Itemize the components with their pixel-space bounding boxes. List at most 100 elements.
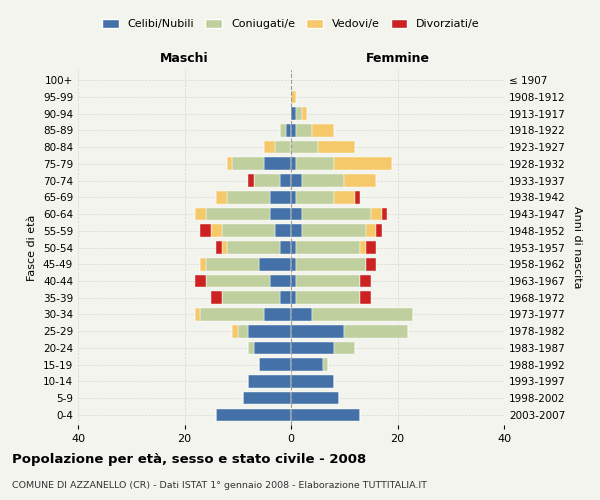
Bar bbox=[296, 274, 360, 287]
Bar bbox=[270, 191, 291, 203]
Bar bbox=[334, 342, 355, 354]
Bar bbox=[376, 224, 382, 237]
Bar bbox=[302, 224, 365, 237]
Bar bbox=[291, 358, 323, 371]
Bar bbox=[296, 241, 360, 254]
Bar bbox=[360, 241, 365, 254]
Bar bbox=[227, 191, 270, 203]
Bar bbox=[344, 325, 408, 338]
Bar bbox=[227, 241, 280, 254]
Bar bbox=[317, 140, 355, 153]
Bar bbox=[280, 292, 291, 304]
Bar bbox=[291, 408, 360, 421]
Bar bbox=[291, 392, 339, 404]
Bar bbox=[291, 174, 302, 187]
Bar bbox=[248, 342, 254, 354]
Bar bbox=[254, 174, 280, 187]
Bar bbox=[296, 258, 365, 270]
Bar bbox=[217, 408, 291, 421]
Bar bbox=[270, 274, 291, 287]
Bar bbox=[291, 375, 334, 388]
Bar bbox=[302, 174, 344, 187]
Bar bbox=[222, 224, 275, 237]
Bar bbox=[291, 258, 296, 270]
Bar bbox=[296, 191, 334, 203]
Legend: Celibi/Nubili, Coniugati/e, Vedovi/e, Divorziati/e: Celibi/Nubili, Coniugati/e, Vedovi/e, Di… bbox=[99, 15, 483, 32]
Bar bbox=[195, 308, 200, 321]
Bar bbox=[206, 274, 270, 287]
Bar bbox=[302, 208, 371, 220]
Text: Popolazione per età, sesso e stato civile - 2008: Popolazione per età, sesso e stato civil… bbox=[12, 452, 366, 466]
Bar bbox=[275, 224, 291, 237]
Bar bbox=[291, 292, 296, 304]
Bar bbox=[365, 241, 376, 254]
Bar bbox=[360, 292, 371, 304]
Bar bbox=[291, 274, 296, 287]
Bar bbox=[275, 140, 291, 153]
Bar bbox=[243, 392, 291, 404]
Bar bbox=[291, 342, 334, 354]
Bar bbox=[334, 191, 355, 203]
Bar bbox=[270, 208, 291, 220]
Bar bbox=[291, 108, 296, 120]
Bar bbox=[291, 90, 296, 103]
Bar bbox=[280, 174, 291, 187]
Bar bbox=[265, 308, 291, 321]
Bar bbox=[313, 308, 413, 321]
Bar bbox=[291, 191, 296, 203]
Bar bbox=[360, 274, 371, 287]
Bar bbox=[200, 224, 211, 237]
Bar bbox=[227, 158, 232, 170]
Bar bbox=[355, 191, 360, 203]
Bar bbox=[291, 140, 317, 153]
Bar bbox=[280, 124, 286, 136]
Bar bbox=[265, 158, 291, 170]
Bar bbox=[286, 124, 291, 136]
Bar bbox=[200, 308, 265, 321]
Bar bbox=[217, 191, 227, 203]
Bar bbox=[259, 258, 291, 270]
Text: COMUNE DI AZZANELLO (CR) - Dati ISTAT 1° gennaio 2008 - Elaborazione TUTTITALIA.: COMUNE DI AZZANELLO (CR) - Dati ISTAT 1°… bbox=[12, 480, 427, 490]
Bar bbox=[280, 241, 291, 254]
Bar bbox=[296, 158, 334, 170]
Bar bbox=[291, 308, 313, 321]
Bar bbox=[365, 258, 376, 270]
Bar bbox=[238, 325, 248, 338]
Bar bbox=[291, 224, 302, 237]
Bar bbox=[211, 292, 222, 304]
Bar bbox=[206, 208, 270, 220]
Bar bbox=[371, 208, 382, 220]
Text: Maschi: Maschi bbox=[160, 52, 209, 65]
Bar bbox=[291, 325, 344, 338]
Bar bbox=[296, 124, 313, 136]
Bar bbox=[344, 174, 376, 187]
Bar bbox=[222, 292, 280, 304]
Bar bbox=[313, 124, 334, 136]
Bar bbox=[265, 140, 275, 153]
Bar bbox=[291, 241, 296, 254]
Bar bbox=[291, 158, 296, 170]
Bar bbox=[291, 208, 302, 220]
Bar bbox=[291, 124, 296, 136]
Bar bbox=[217, 241, 222, 254]
Y-axis label: Fasce di età: Fasce di età bbox=[28, 214, 37, 280]
Bar bbox=[296, 292, 360, 304]
Bar bbox=[200, 258, 206, 270]
Bar bbox=[248, 174, 254, 187]
Bar bbox=[254, 342, 291, 354]
Bar bbox=[206, 258, 259, 270]
Bar bbox=[323, 358, 328, 371]
Bar bbox=[259, 358, 291, 371]
Bar bbox=[334, 158, 392, 170]
Bar bbox=[302, 108, 307, 120]
Bar bbox=[365, 224, 376, 237]
Bar bbox=[222, 241, 227, 254]
Y-axis label: Anni di nascita: Anni di nascita bbox=[572, 206, 582, 289]
Bar bbox=[195, 208, 206, 220]
Bar bbox=[211, 224, 222, 237]
Bar bbox=[195, 274, 206, 287]
Bar bbox=[248, 375, 291, 388]
Bar bbox=[232, 325, 238, 338]
Text: Femmine: Femmine bbox=[365, 52, 430, 65]
Bar bbox=[232, 158, 265, 170]
